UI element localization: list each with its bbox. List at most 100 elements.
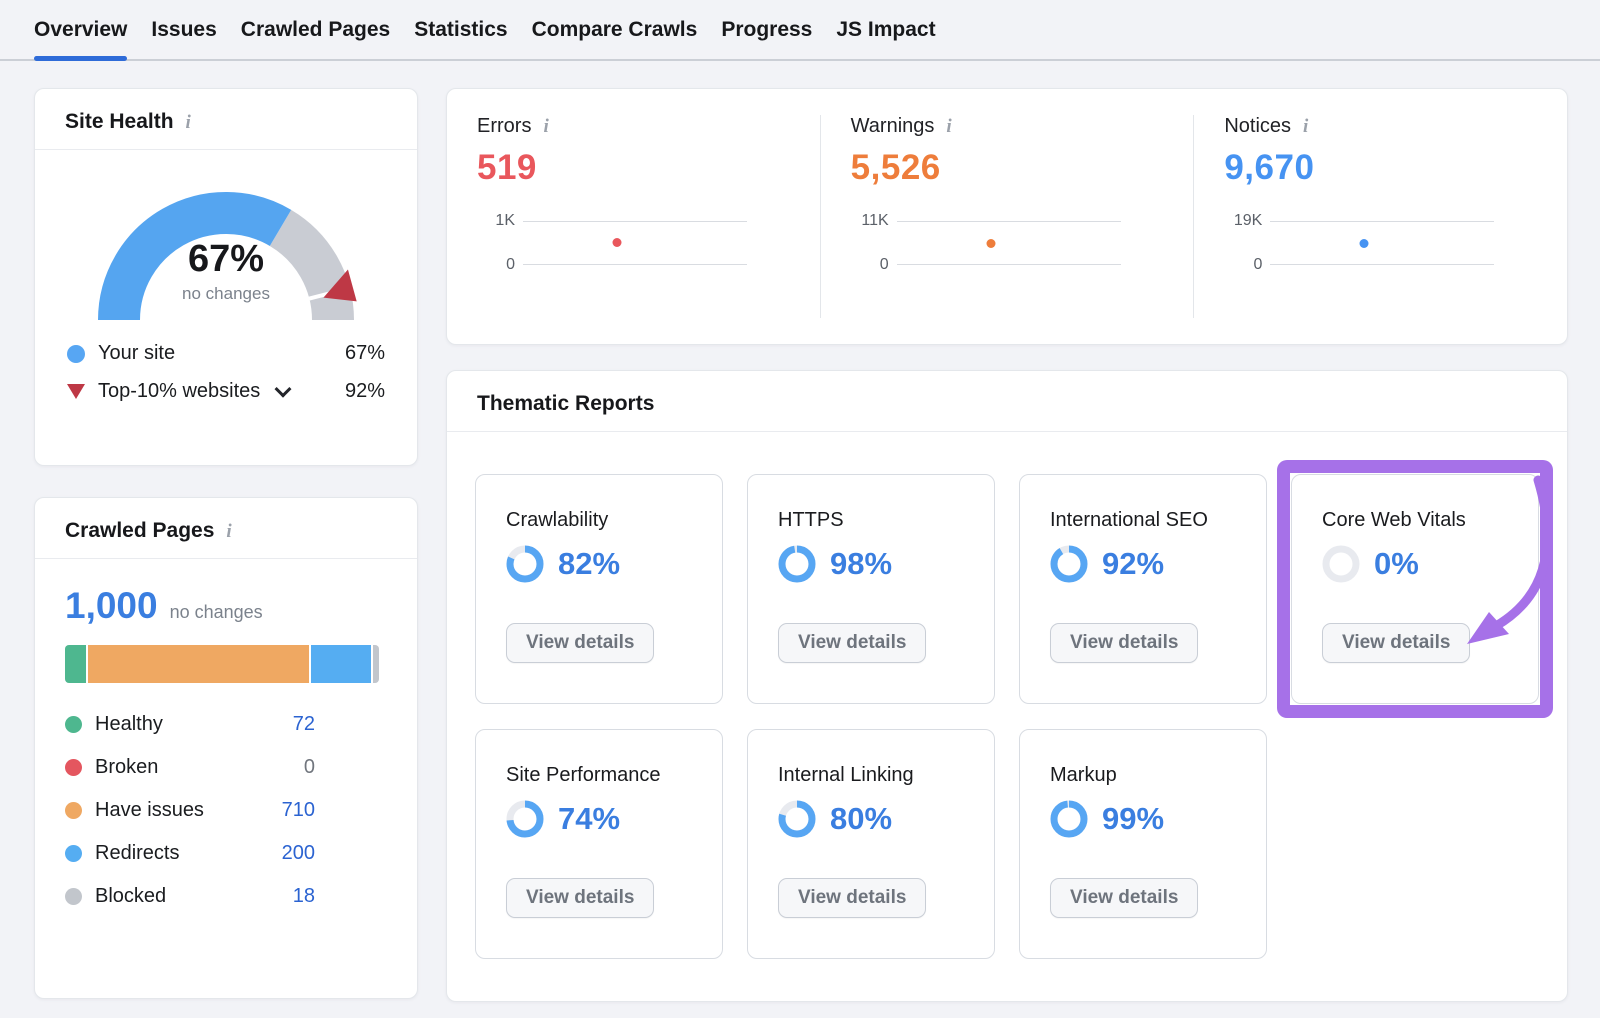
- report-title: Core Web Vitals: [1322, 509, 1466, 531]
- gray-dot-icon: [65, 887, 82, 905]
- info-icon[interactable]: i: [946, 116, 952, 137]
- info-icon[interactable]: i: [185, 111, 191, 133]
- progress-ring: [778, 800, 816, 838]
- report-cell-core-web-vitals: Core Web Vitals 0% View details: [1277, 460, 1553, 718]
- report-card-site-performance: Site Performance 74% View details: [475, 729, 723, 959]
- legend-row-your-site: Your site 67%: [67, 342, 385, 365]
- warnings-label: Warnings: [850, 115, 935, 137]
- errors-value[interactable]: 519: [477, 148, 537, 187]
- data-point: [1359, 238, 1369, 248]
- bar-segment-blocked[interactable]: [373, 645, 379, 683]
- site-health-title: Site Health: [65, 110, 174, 133]
- axis-line: [896, 264, 1121, 265]
- site-health-header: Site Health i: [35, 89, 417, 150]
- axis-line: [1270, 264, 1495, 265]
- progress-ring: [1050, 545, 1088, 583]
- legend-label: Top-10% websites: [98, 380, 261, 402]
- axis-min-label: 0: [506, 256, 515, 273]
- crawled-total-row: 1,000 no changes: [65, 585, 387, 627]
- axis-max-label: 19K: [1233, 212, 1263, 229]
- progress-ring: [1050, 800, 1088, 838]
- progress-ring: [1322, 545, 1360, 583]
- view-details-button[interactable]: View details: [1322, 623, 1471, 663]
- notices-column: Notices i 9,670 19K 0: [1193, 115, 1567, 318]
- view-details-button[interactable]: View details: [778, 623, 927, 663]
- issue-totals-card: Errors i 519 1K 0 Warnings i 5,526 11K 0…: [446, 88, 1568, 345]
- gauge-chart: [98, 191, 357, 321]
- report-cell-https: HTTPS 98% View details: [747, 474, 995, 704]
- warnings-label-row: Warnings i: [851, 115, 1194, 138]
- info-icon[interactable]: i: [1303, 116, 1309, 137]
- site-health-card: Site Health i 67% no changes Your site 6…: [34, 88, 418, 466]
- report-card-crawlability: Crawlability 82% View details: [475, 474, 723, 704]
- report-tabs: Overview Issues Crawled Pages Statistics…: [0, 0, 1600, 61]
- report-title: Crawlability: [506, 509, 609, 531]
- tab-compare-crawls[interactable]: Compare Crawls: [531, 17, 698, 41]
- info-icon[interactable]: i: [543, 116, 549, 137]
- thematic-reports-header: Thematic Reports: [447, 371, 1567, 432]
- legend-value-link[interactable]: 710: [281, 798, 315, 821]
- view-details-button[interactable]: View details: [1050, 623, 1199, 663]
- warnings-trend-chart: 11K 0: [851, 212, 1131, 273]
- legend-value: 67%: [344, 342, 385, 364]
- tab-statistics[interactable]: Statistics: [414, 17, 508, 41]
- crawled-pages-legend: Healthy 72 Broken 0 Have issues 710 Redi…: [65, 711, 315, 909]
- thematic-reports-title: Thematic Reports: [477, 392, 655, 415]
- view-details-button[interactable]: View details: [506, 878, 655, 918]
- report-card-internal-linking: Internal Linking 80% View details: [747, 729, 995, 959]
- report-cell-markup: Markup 99% View details: [1019, 729, 1267, 959]
- legend-value-link[interactable]: 72: [292, 712, 315, 735]
- data-point: [612, 238, 622, 248]
- report-cell-international-seo: International SEO 92% View details: [1019, 474, 1267, 704]
- green-dot-icon: [65, 715, 82, 733]
- report-cell-crawlability: Crawlability 82% View details: [475, 474, 723, 704]
- view-details-button[interactable]: View details: [506, 623, 655, 663]
- report-score: 74%: [558, 801, 621, 836]
- legend-value-link[interactable]: 200: [281, 841, 315, 864]
- site-health-change: no changes: [182, 284, 270, 303]
- errors-trend-chart: 1K 0: [477, 212, 757, 273]
- report-title: Site Performance: [506, 764, 661, 786]
- report-card-markup: Markup 99% View details: [1019, 729, 1267, 959]
- chevron-down-icon[interactable]: [274, 380, 292, 398]
- tab-progress[interactable]: Progress: [721, 17, 813, 41]
- tab-overview[interactable]: Overview: [34, 0, 128, 61]
- axis-line: [896, 221, 1121, 222]
- view-details-button[interactable]: View details: [778, 878, 927, 918]
- bar-segment-have-issues[interactable]: [87, 645, 311, 683]
- report-card-core-web-vitals: Core Web Vitals 0% View details: [1291, 474, 1539, 704]
- blue-dot-icon: [67, 344, 85, 363]
- info-icon[interactable]: i: [226, 520, 232, 542]
- gauge-benchmark-marker: [323, 269, 357, 302]
- errors-label: Errors: [477, 115, 532, 137]
- tab-crawled-pages[interactable]: Crawled Pages: [240, 17, 391, 41]
- crawled-pages-stacked-bar: [65, 645, 379, 683]
- report-score: 0%: [1374, 546, 1419, 581]
- site-health-gauge: 67% no changes: [66, 170, 386, 330]
- report-score: 99%: [1102, 801, 1165, 836]
- blue-dot-icon: [65, 844, 82, 862]
- tab-js-impact[interactable]: JS Impact: [836, 17, 936, 41]
- report-title: HTTPS: [778, 509, 844, 531]
- notices-value[interactable]: 9,670: [1224, 148, 1315, 187]
- report-score: 80%: [830, 801, 893, 836]
- report-card-https: HTTPS 98% View details: [747, 474, 995, 704]
- warnings-value[interactable]: 5,526: [850, 148, 941, 187]
- axis-min-label: 0: [879, 256, 889, 273]
- notices-label-row: Notices i: [1224, 115, 1567, 138]
- tab-issues[interactable]: Issues: [151, 17, 217, 41]
- view-details-button[interactable]: View details: [1050, 878, 1199, 918]
- red-triangle-icon: [67, 384, 85, 399]
- legend-label: Have issues: [95, 798, 204, 821]
- legend-row-redirects: Redirects 200: [65, 840, 315, 866]
- legend-label: Your site: [98, 342, 176, 364]
- notices-label: Notices: [1224, 115, 1292, 137]
- legend-value: 92%: [344, 380, 385, 402]
- legend-row-broken: Broken 0: [65, 754, 315, 780]
- legend-value-link[interactable]: 18: [292, 884, 315, 907]
- crawled-total[interactable]: 1,000: [65, 585, 158, 626]
- axis-line: [523, 264, 747, 265]
- bar-segment-redirects[interactable]: [310, 645, 374, 683]
- bar-segment-healthy[interactable]: [65, 645, 88, 683]
- progress-ring: [778, 545, 816, 583]
